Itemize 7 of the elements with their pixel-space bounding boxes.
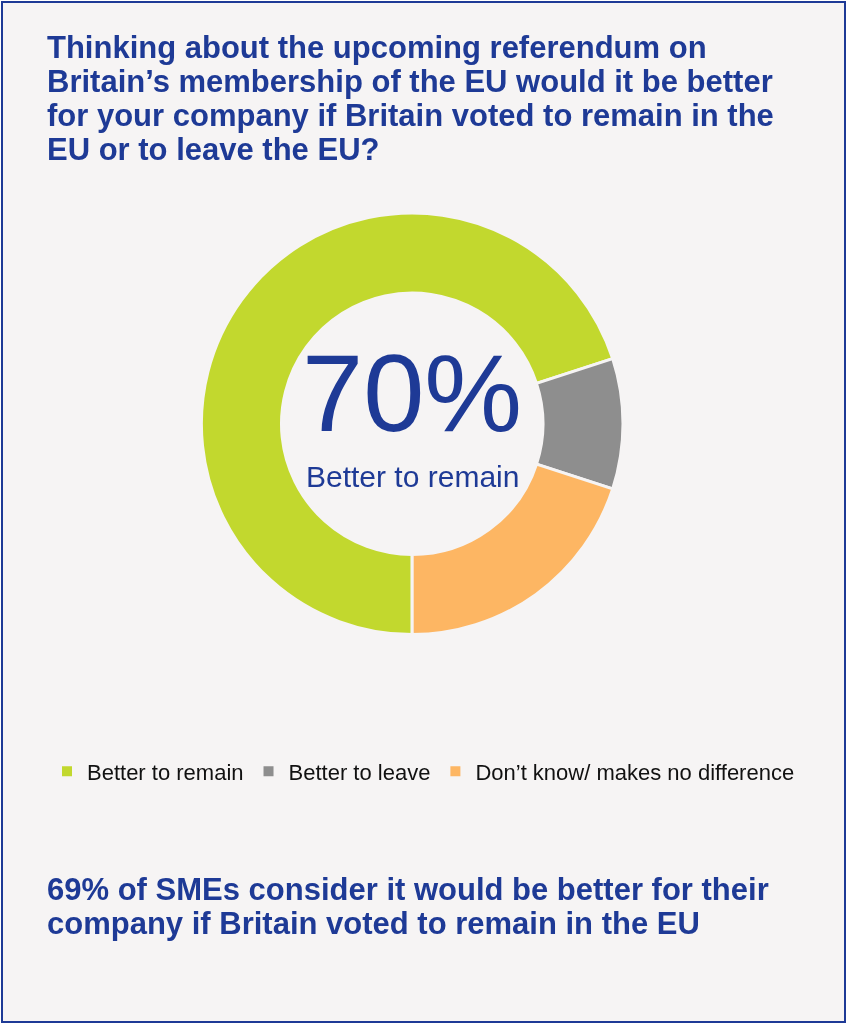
legend-label: Better to leave xyxy=(288,759,431,785)
legend-label: Don’t know/ makes no difference xyxy=(475,759,795,785)
text: 69% of SMEs consider it would be better for their company if Britain voted to remain in the EU xyxy=(47,872,770,942)
legend-label: Better to remain xyxy=(87,759,244,785)
text: Better to remain xyxy=(306,460,520,493)
chart-title: Thinking about the upcoming referendum on Britain’s membership of the EU would it be better for your company if Britain voted to remain in the EU or to leave the EU? xyxy=(47,30,775,168)
text: 70% xyxy=(302,331,523,454)
